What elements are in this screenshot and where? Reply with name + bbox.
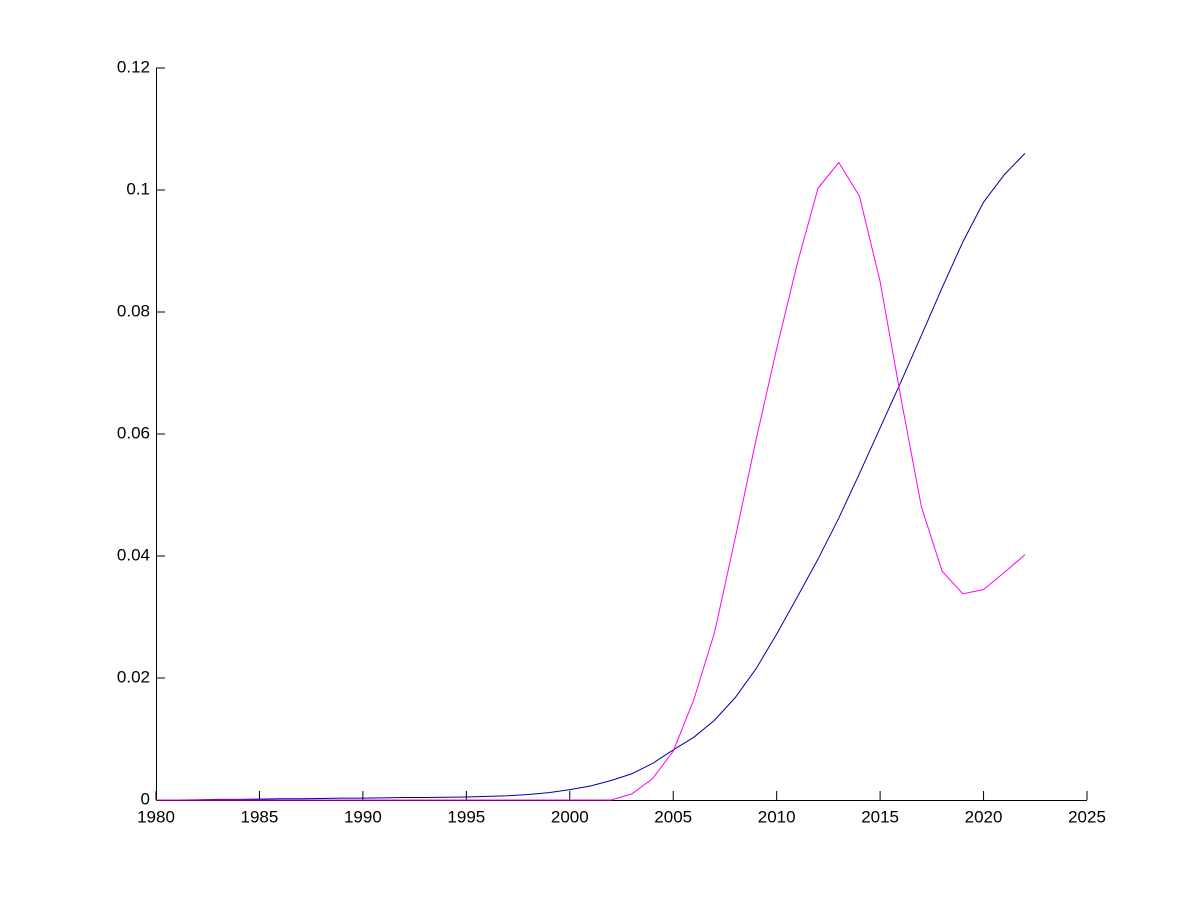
x-tick-label: 1985 [241, 807, 279, 826]
x-tick-label: 1990 [344, 807, 382, 826]
x-tick-label: 2015 [861, 807, 899, 826]
x-tick-label: 2025 [1068, 807, 1106, 826]
y-tick-label: 0.12 [117, 57, 150, 76]
data-line [156, 161, 1026, 801]
y-tick-label: 0.08 [117, 301, 150, 320]
x-tick-label: 2020 [965, 807, 1003, 826]
y-tick-label: 0.04 [117, 545, 150, 564]
x-tick-label: 1980 [137, 807, 175, 826]
x-tick-label: 2005 [654, 807, 692, 826]
y-tick-label: 0.06 [117, 423, 150, 442]
x-tick-label: 2010 [758, 807, 796, 826]
y-tick-label: 0.1 [126, 179, 150, 198]
y-tick-label: 0.02 [117, 667, 150, 686]
x-tick-label: 2000 [551, 807, 589, 826]
y-tick-label: 0 [141, 789, 150, 808]
x-tick-label: 1995 [447, 807, 485, 826]
data-line [156, 153, 1026, 801]
